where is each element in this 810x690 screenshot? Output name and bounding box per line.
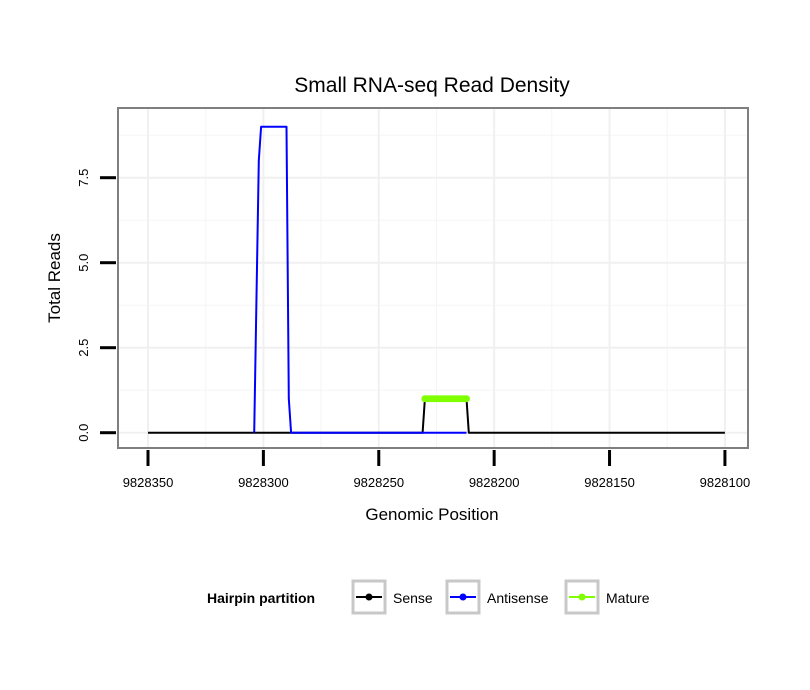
legend-item-antisense: Antisense — [445, 579, 549, 615]
plot-panel — [118, 108, 748, 448]
y-axis: 0.0 2.5 5.0 7.5 — [76, 169, 116, 442]
y-axis-title: Total Reads — [45, 233, 64, 323]
legend-label: Sense — [393, 590, 433, 606]
legend-key-dot — [365, 593, 373, 601]
series-layer — [148, 125, 725, 434]
grid-minor — [118, 108, 748, 448]
legend-label: Mature — [606, 590, 650, 606]
x-tick-label: 9828250 — [353, 475, 404, 490]
legend-item-sense: Sense — [351, 579, 433, 615]
x-tick-label: 9828200 — [469, 475, 520, 490]
legend-key-dot — [578, 593, 586, 601]
y-tick-label: 2.5 — [76, 339, 91, 357]
x-axis: 9828350 9828300 9828250 9828200 9828150 98281… — [123, 450, 751, 490]
series-mature — [421, 395, 470, 403]
x-axis-title: Genomic Position — [365, 505, 498, 524]
x-tick-label: 9828100 — [700, 475, 751, 490]
chart-title: Small RNA-seq Read Density — [294, 74, 570, 97]
data-point-mature — [462, 395, 470, 403]
series-line-antisense — [253, 125, 467, 434]
legend-title: Hairpin partition — [207, 590, 315, 606]
y-tick-label: 5.0 — [76, 254, 91, 272]
legend-label: Antisense — [487, 590, 549, 606]
y-tick-label: 7.5 — [76, 169, 91, 187]
legend-key-dot — [459, 593, 467, 601]
x-tick-label: 9828150 — [584, 475, 635, 490]
series-antisense — [253, 125, 467, 434]
y-tick-label: 0.0 — [76, 424, 91, 442]
plot-border — [117, 107, 749, 449]
x-tick-label: 9828300 — [238, 475, 289, 490]
legend: Hairpin partition Sense Antisense Mature — [207, 579, 650, 615]
x-tick-label: 9828350 — [123, 475, 174, 490]
legend-item-mature: Mature — [564, 579, 650, 615]
